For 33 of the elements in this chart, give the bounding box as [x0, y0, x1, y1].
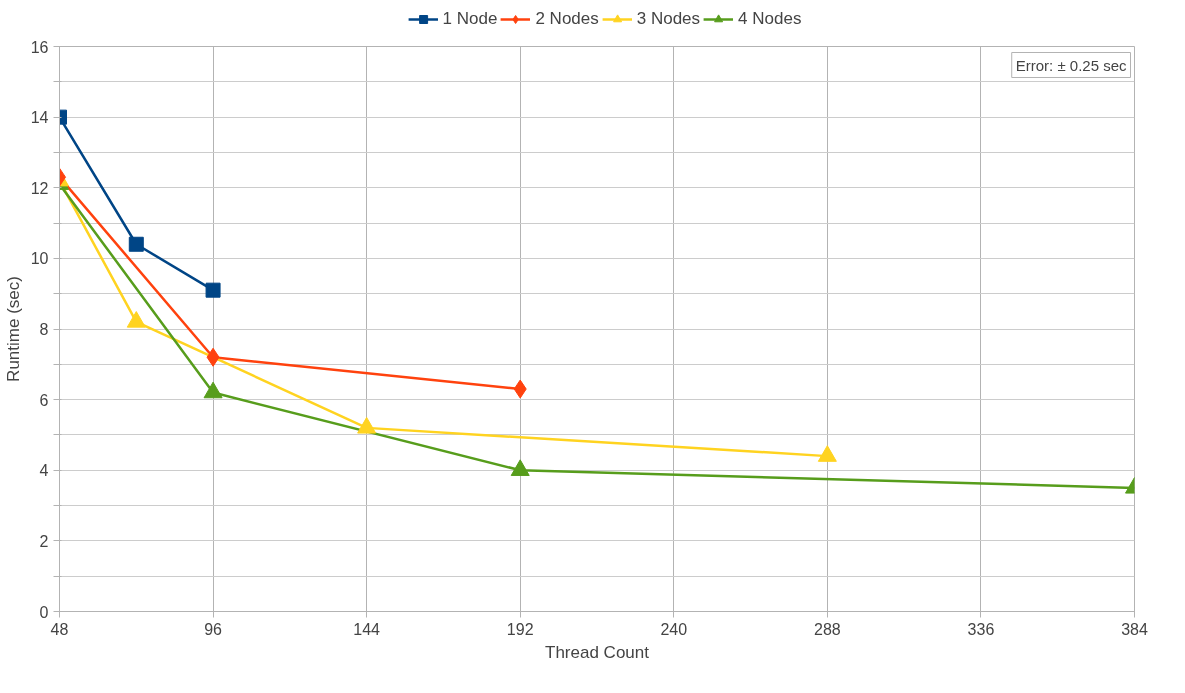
- y-axis-title: Runtime (sec): [3, 276, 23, 382]
- legend-label: 2 Nodes: [535, 9, 599, 29]
- point: [817, 445, 837, 462]
- annotation: Error: ± 0.25 sec: [1015, 56, 1127, 74]
- legend-label: 3 Nodes: [636, 9, 701, 29]
- point: [357, 416, 377, 434]
- y-tick-label: 12: [30, 179, 49, 197]
- point: [510, 459, 530, 476]
- x-tick-label: 288: [814, 620, 841, 638]
- point: [128, 236, 144, 252]
- legend-label: 4 Nodes: [738, 9, 802, 29]
- x-tick-label: 96: [204, 620, 223, 638]
- y-tick-label: 4: [39, 462, 49, 480]
- y-tick-label: 2: [39, 532, 49, 550]
- y-tick-label: 6: [39, 391, 49, 409]
- y-tick-label: 0: [39, 603, 49, 621]
- legend-label: 1 Node: [442, 9, 498, 29]
- point: [126, 311, 146, 328]
- x-axis-title: Thread Count: [545, 642, 650, 662]
- x-tick-label: 192: [506, 620, 534, 638]
- x-tick-label: 240: [660, 620, 688, 638]
- y-tick-label: 14: [30, 109, 49, 127]
- point: [206, 347, 220, 367]
- y-tick-label: 8: [39, 321, 49, 338]
- x-tick-label: 336: [967, 620, 995, 638]
- x-tick-label: 144: [353, 620, 381, 638]
- x-tick-label: 48: [50, 620, 69, 638]
- y-tick-label: 16: [30, 38, 49, 56]
- point: [203, 381, 223, 399]
- y-tick-label: 10: [30, 250, 49, 268]
- point: [513, 379, 527, 399]
- x-tick-label: 384: [1121, 620, 1148, 638]
- point: [205, 282, 221, 298]
